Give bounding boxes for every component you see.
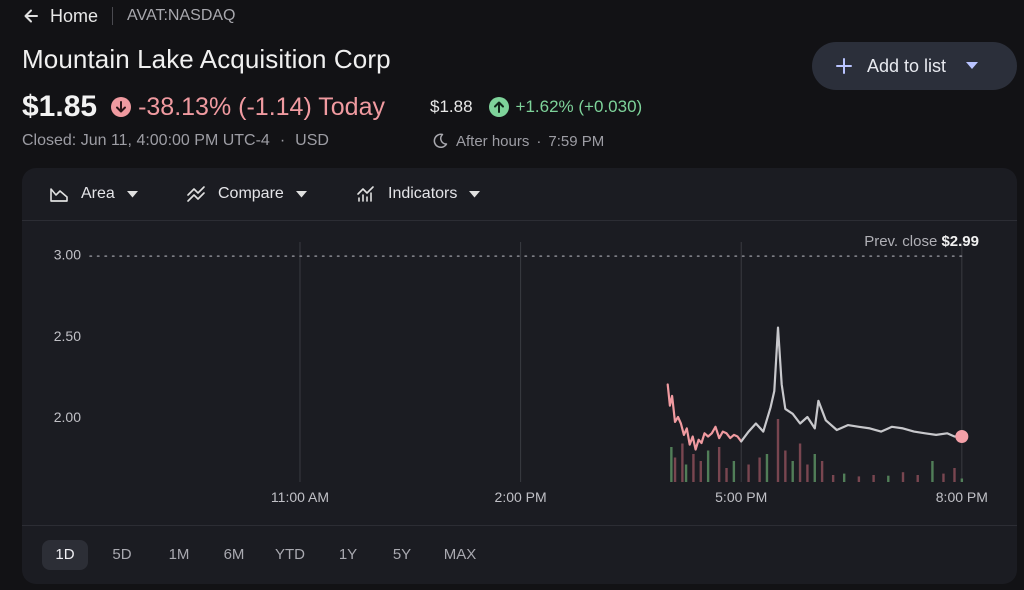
volume-bar [684,464,688,482]
volume-bar [953,468,956,482]
last-price-marker [955,430,969,443]
currency: USD [295,132,329,149]
volume-bar [842,473,846,482]
volume-bar [806,464,809,482]
volume-bar [916,475,919,482]
volume-bar [887,475,890,482]
indicators-icon [357,186,374,202]
closed-time: Closed: Jun 11, 4:00:00 PM UTC-4 [22,132,270,149]
chart-type-label: Area [81,185,115,202]
volume-bar [692,454,695,482]
after-hours-info: After hours · 7:59 PM [432,131,604,151]
current-price: $1.85 [22,90,98,123]
x-tick-label: 5:00 PM [715,489,767,505]
range-max[interactable]: MAX [443,546,477,563]
y-tick-label: 2.50 [54,328,81,344]
compare-dropdown[interactable]: Compare [186,182,307,206]
range-selector: 1D 5D 1M 6M YTD 1Y 5Y MAX [22,525,1017,584]
after-hours-row: $1.88 +1.62% (+0.030) [430,95,642,119]
volume-bar [798,443,802,482]
plus-icon [836,58,852,74]
range-ytd[interactable]: YTD [275,546,305,563]
y-tick-label: 3.00 [54,247,81,263]
after-hours-time: 7:59 PM [548,132,605,150]
volume-bar [681,443,684,482]
nav-divider [112,7,114,25]
compare-label: Compare [218,185,284,202]
volume-bar [791,461,794,482]
volume-bar [784,450,787,482]
volume-bar [776,419,780,482]
home-link[interactable]: Home [50,5,99,26]
top-nav: Home AVAT:NASDAQ [22,4,235,28]
range-6m[interactable]: 6M [223,546,245,563]
chart-type-dropdown[interactable]: Area [49,182,138,206]
volume-bar [765,454,769,482]
volume-bar [673,457,677,482]
ticker-symbol: AVAT:NASDAQ [127,7,236,24]
range-1m[interactable]: 1M [168,546,190,563]
volume-bar [960,478,964,482]
volume-bar [747,464,750,482]
close-info: Closed: Jun 11, 4:00:00 PM UTC-4 · USD [22,131,329,151]
volume-bar [717,447,721,482]
change-today: -38.13% (-1.14) Today [138,92,385,121]
chart-card: Area Compare Indicators Prev. close $2.9… [22,168,1017,584]
range-5d[interactable]: 5D [112,546,132,563]
volume-bar [820,461,824,482]
moon-icon [433,133,448,149]
price-chart[interactable]: Prev. close $2.99 3.00 2.50 2.00 11:00 AM 2:0… [22,222,1017,522]
indicators-label: Indicators [388,185,458,202]
volume-bar [831,475,835,482]
after-hours-price: $1.88 [430,97,473,116]
arrow-left-icon[interactable] [22,7,40,25]
prev-close-label-text: Prev. close [864,233,941,250]
after-hours-label: After hours [456,132,530,150]
volume-bar [758,457,761,482]
volume-bar [931,461,934,482]
volume-bar [872,475,875,482]
y-tick-label: 2.00 [54,409,81,425]
after-hours-change: +1.62% (+0.030) [515,97,643,116]
add-to-list-label: Add to list [867,55,947,76]
caret-down-icon [966,62,979,69]
arrow-up-circle-icon [488,97,509,117]
range-5y[interactable]: 5Y [392,546,412,563]
compare-icon [187,186,205,202]
volume-bar [942,473,945,482]
prev-close-value: $2.99 [941,233,979,250]
range-1d[interactable]: 1D [42,540,88,570]
caret-down-icon [469,190,481,197]
meta-separator: · [279,132,286,149]
x-tick-label: 2:00 PM [495,489,547,505]
indicators-dropdown[interactable]: Indicators [356,182,481,206]
volume-bar [725,468,728,482]
after-hours-line [740,326,963,443]
volume-bar [813,454,816,482]
company-name: Mountain Lake Acquisition Corp [22,44,391,74]
range-1y[interactable]: 1Y [338,546,358,563]
add-to-list-button[interactable]: Add to list [812,42,1017,90]
caret-down-icon [126,190,138,197]
volume-bar [670,447,673,482]
meta-separator: · [536,132,542,150]
arrow-down-circle-icon [111,97,132,117]
volume-bar [857,476,861,482]
regular-session-line [666,383,743,451]
volume-bar [699,461,702,482]
price-row: $1.85 -38.13% (-1.14) Today [22,88,385,126]
volume-bar [706,450,710,482]
volume-bar [732,461,736,482]
volume-bar [901,472,905,482]
chart-toolbar: Area Compare Indicators [22,168,1017,221]
caret-down-icon [295,190,307,197]
x-tick-label: 8:00 PM [936,489,988,505]
prev-close-label: Prev. close $2.99 [864,233,979,250]
area-chart-icon [50,188,68,202]
x-tick-label: 11:00 AM [271,489,329,505]
